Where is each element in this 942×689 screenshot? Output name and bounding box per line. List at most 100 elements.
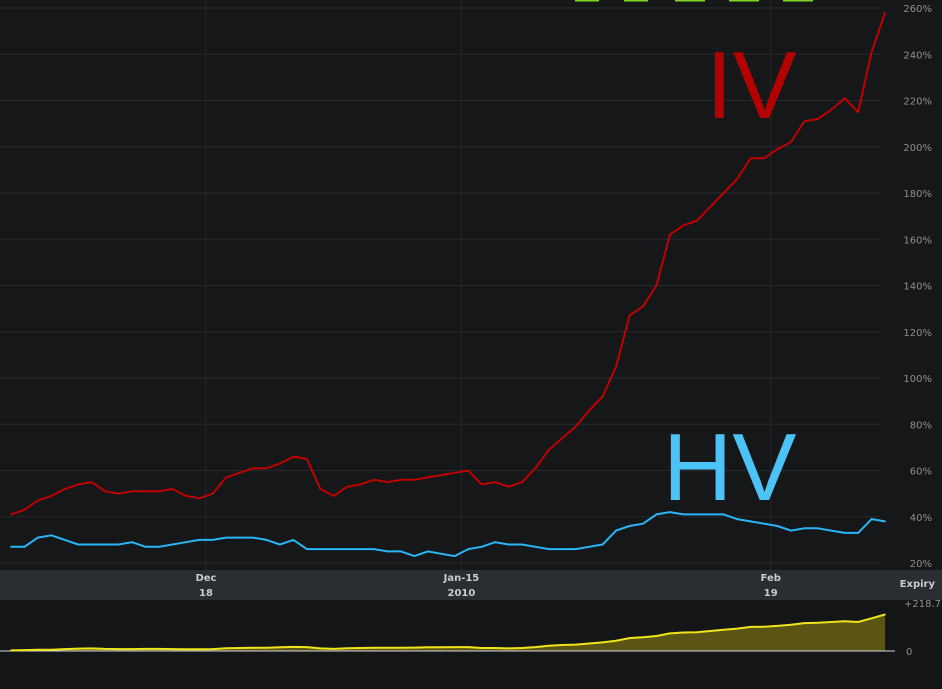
expiry-area-line xyxy=(10,613,886,652)
y-tick-label: 260% xyxy=(903,4,932,15)
expiry-point xyxy=(453,646,456,648)
y-tick-label: 240% xyxy=(903,50,932,61)
data-point-hv xyxy=(373,548,375,551)
data-point-iv xyxy=(467,469,470,472)
data-point-iv xyxy=(158,490,160,493)
data-point-iv xyxy=(682,224,685,227)
data-point-iv xyxy=(668,233,671,236)
y-tick-label: 60% xyxy=(910,467,932,478)
data-point-iv xyxy=(830,108,833,111)
data-point-hv xyxy=(494,541,496,544)
data-point-iv xyxy=(346,485,349,488)
expiry-point xyxy=(131,648,133,650)
data-point-iv xyxy=(359,483,362,486)
data-point-iv xyxy=(884,11,886,14)
expiry-point xyxy=(185,648,187,651)
lower-zero-tick: 0 xyxy=(906,647,912,658)
data-point-iv xyxy=(332,495,335,497)
expiry-point xyxy=(265,646,268,649)
expiry-point xyxy=(480,647,483,649)
expiry-point xyxy=(588,642,590,645)
data-point-hv xyxy=(722,513,725,516)
x-tick-label: Feb xyxy=(761,573,781,584)
data-point-iv xyxy=(50,495,53,497)
data-point-iv xyxy=(789,141,792,144)
data-point-iv xyxy=(211,492,214,495)
data-point-hv xyxy=(440,552,443,555)
data-point-hv xyxy=(359,548,362,551)
data-point-iv xyxy=(588,409,591,412)
data-point-hv xyxy=(265,538,268,541)
data-point-hv xyxy=(252,536,254,539)
expiry-point xyxy=(104,648,106,650)
data-point-iv xyxy=(36,499,39,502)
data-point-iv xyxy=(534,467,537,470)
data-point-hv xyxy=(453,555,456,557)
data-point-hv xyxy=(158,545,160,548)
data-point-iv xyxy=(816,118,819,120)
expiry-point xyxy=(211,648,214,650)
data-point-hv xyxy=(346,548,349,551)
x-tick-sublabel: 19 xyxy=(764,588,778,599)
data-point-iv xyxy=(507,485,510,488)
expiry-point xyxy=(63,648,66,650)
data-point-iv xyxy=(642,305,644,308)
y-tick-label: 40% xyxy=(910,513,932,524)
expiry-point xyxy=(615,639,617,642)
expiry-point xyxy=(440,646,443,649)
y-axis-ticks: 20% 40% 60% 80% 100% 120% 140% 160% 180% 200% 220%… xyxy=(903,4,932,570)
data-point-iv xyxy=(736,178,738,181)
expiry-point xyxy=(37,648,39,651)
data-point-hv xyxy=(36,536,39,539)
data-point-hv xyxy=(843,532,846,534)
y-tick-label: 200% xyxy=(903,143,932,154)
data-point-iv xyxy=(10,513,12,516)
data-point-iv xyxy=(655,284,658,287)
expiry-point xyxy=(561,644,564,646)
legend-stub xyxy=(575,0,813,2)
data-point-iv xyxy=(305,458,308,460)
expiry-point xyxy=(843,620,846,623)
series-line-iv xyxy=(10,12,886,516)
data-point-hv xyxy=(480,545,483,548)
data-point-hv xyxy=(292,538,295,541)
x-tick-sublabel: 18 xyxy=(199,588,213,599)
expiry-point xyxy=(386,646,389,649)
data-point-hv xyxy=(104,543,107,546)
y-tick-label: 180% xyxy=(903,189,932,200)
series-layer xyxy=(10,11,886,558)
expiry-point xyxy=(413,646,416,649)
data-point-hv xyxy=(642,522,644,525)
data-point-iv xyxy=(23,508,26,511)
y-tick-label: 220% xyxy=(903,97,932,108)
data-point-iv xyxy=(749,157,752,160)
expiry-point xyxy=(763,625,765,628)
expiry-point xyxy=(90,647,93,650)
data-point-iv xyxy=(184,495,187,497)
data-point-iv xyxy=(628,314,631,317)
expiry-point xyxy=(252,646,254,649)
data-point-iv xyxy=(776,148,779,150)
data-point-hv xyxy=(574,548,577,551)
expiry-point xyxy=(77,647,80,650)
data-point-iv xyxy=(279,462,281,465)
data-point-hv xyxy=(184,541,187,544)
x-tick-label: Dec xyxy=(195,573,216,584)
x-tick-sublabel: 2010 xyxy=(448,588,476,599)
data-point-hv xyxy=(467,548,470,551)
expiry-point xyxy=(467,646,469,648)
expiry-point xyxy=(816,622,819,624)
data-point-hv xyxy=(23,545,26,548)
expiry-area-fill xyxy=(11,614,885,651)
data-point-iv xyxy=(319,488,322,490)
data-point-hv xyxy=(789,529,792,532)
data-point-hv xyxy=(534,545,537,548)
expiry-point xyxy=(669,632,671,635)
data-point-iv xyxy=(265,467,268,470)
data-point-hv xyxy=(628,525,631,527)
data-point-iv xyxy=(709,205,712,208)
data-point-iv xyxy=(117,492,120,495)
data-point-iv xyxy=(480,483,483,486)
data-point-iv xyxy=(144,490,147,493)
